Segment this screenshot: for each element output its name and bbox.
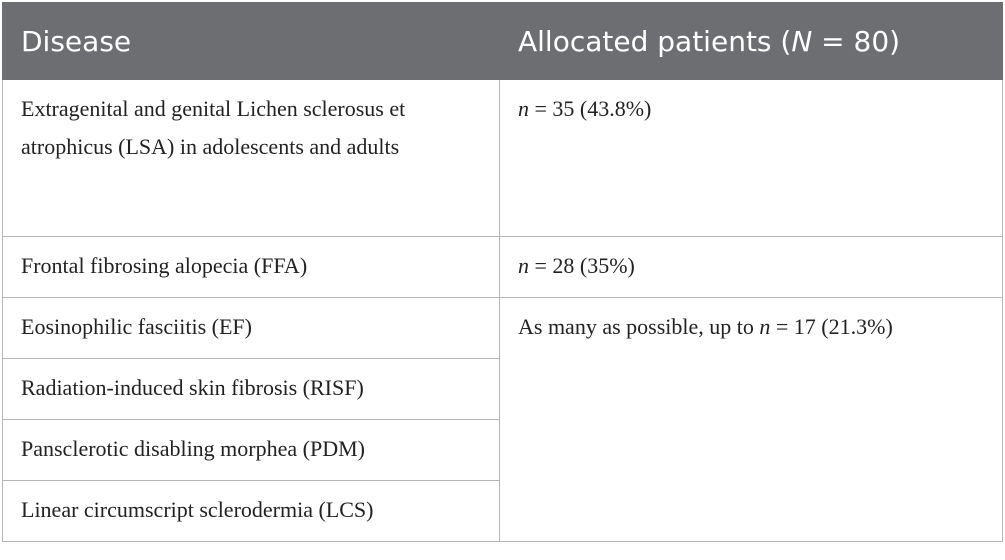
text-run: n [759,314,771,339]
table-row: Extragenital and genital Lichen sclerosu… [2,79,1003,237]
allocation-table: Disease Allocated patients (N = 80) Extrag… [2,2,1003,542]
table-row: Pansclerotic disabling morphea (PDM) [2,419,1003,481]
text-run: n [518,253,529,278]
text-run: Linear circumscript sclerodermia (LCS) [21,497,374,522]
table-cell: As many as possible, up to n = 17 (21.3%… [499,297,1003,542]
header-cell: Allocated patients (N = 80) [499,2,1003,80]
text-run: Allocated patients ( [518,24,792,58]
text-run: N [791,24,813,58]
table-cell: Frontal fibrosing alopecia (FFA) [2,236,500,298]
text-run: Extragenital and genital Lichen sclerosu… [21,96,406,159]
text-run: Pansclerotic disabling morphea (PDM) [21,436,365,461]
table-cell: Radiation-induced skin fibrosis (RISF) [2,358,500,420]
table-row: Eosinophilic fasciitis (EF) As many as po… [2,297,1003,542]
text-run: Disease [21,24,132,58]
text-run: = 35 (43.8%) [529,96,652,121]
text-run: As many as possible, up to [518,314,760,339]
text-run: Eosinophilic fasciitis (EF) [21,314,252,339]
text-run: Radiation-induced skin fibrosis (RISF) [21,375,364,400]
table-cell: Linear circumscript sclerodermia (LCS) [2,480,500,542]
table-row: Radiation-induced skin fibrosis (RISF) [2,358,1003,420]
table-cell: n = 35 (43.8%) [499,79,1003,237]
text-run: n [518,96,529,121]
table-row: Frontal fibrosing alopecia (FFA) n = 28 (… [2,236,1003,298]
text-run: Frontal fibrosing alopecia (FFA) [21,253,308,278]
table-cell: n = 28 (35%) [499,236,1003,298]
text-run: = 80) [812,24,901,58]
table-cell: Extragenital and genital Lichen sclerosu… [2,79,500,237]
table-cell: Eosinophilic fasciitis (EF) [2,297,500,359]
table-cell: Pansclerotic disabling morphea (PDM) [2,419,500,481]
header-row: Disease Allocated patients (N = 80) [2,2,1003,80]
text-run: = 28 (35%) [529,253,635,278]
header-cell: Disease [2,2,500,80]
text-run: = 17 (21.3%) [770,314,893,339]
table-row: Linear circumscript sclerodermia (LCS) [2,480,1003,542]
